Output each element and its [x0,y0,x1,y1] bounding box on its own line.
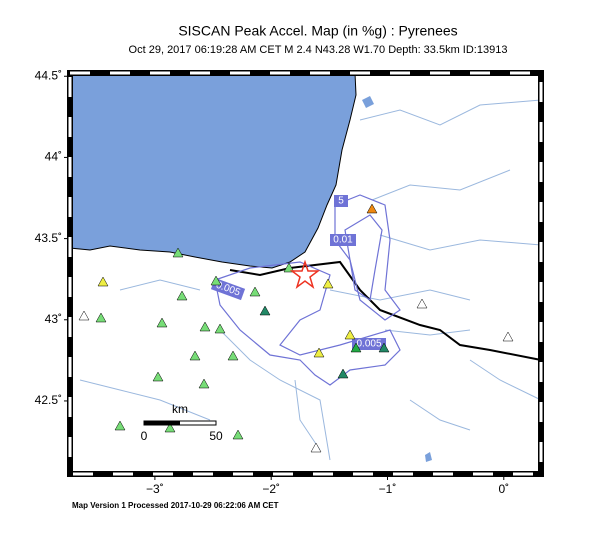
contour-label: 5 [338,196,344,207]
contour-label: 0.01 [333,235,353,246]
scale-unit: km [172,402,188,416]
station [214,323,226,334]
station [95,312,107,323]
station [313,347,325,358]
station [259,305,271,316]
lat-tick-label: 44.5˚ [35,68,62,82]
station [176,290,188,301]
station [199,321,211,332]
scale-end: 50 [209,429,223,443]
station [378,342,390,353]
lon-tick-label: 0˚ [498,482,509,496]
station [78,310,90,321]
station [344,329,356,340]
map-area: 5 0.01 0.005 0.005 km 0 50 [67,70,544,477]
lon-tick-label: −1˚ [379,482,397,496]
lat-tick-label: 42.5˚ [35,393,62,407]
station [198,378,210,389]
epicenter [289,259,321,289]
station [152,371,164,382]
contour-label-boxes [210,195,386,350]
border [229,260,542,361]
subtitle: Oct 29, 2017 06:19:28 AM CET M 2.4 N43.2… [129,44,508,56]
contour-label: 0.005 [356,339,381,350]
station [283,262,295,273]
station [337,368,349,379]
station [416,298,428,309]
lat-tick-label: 43˚ [45,312,62,326]
scale-bar: km 0 50 [141,402,223,443]
station [350,342,362,353]
station [210,275,222,286]
station [322,278,334,289]
station [366,203,378,214]
station [310,442,322,453]
station [189,350,201,361]
lon-tick-label: −2˚ [262,482,280,496]
sea [69,72,357,269]
title: SISCAN Peak Accel. Map (in %g) : Pyrenee… [178,23,457,39]
scale-start: 0 [141,429,148,443]
lat-tick-label: 44˚ [45,150,62,164]
station [249,286,261,297]
station [172,247,184,258]
station [97,276,109,287]
station [114,420,126,431]
lon-tick-label: −3˚ [146,482,164,496]
footer: Map Version 1 Processed 2017-10-29 06:22… [72,501,279,510]
station [156,317,168,328]
lat-tick-label: 43.5˚ [35,231,62,245]
station [232,429,244,440]
station [164,422,176,433]
frame [67,70,544,477]
station [227,350,239,361]
station [502,331,514,342]
stations [78,203,514,453]
